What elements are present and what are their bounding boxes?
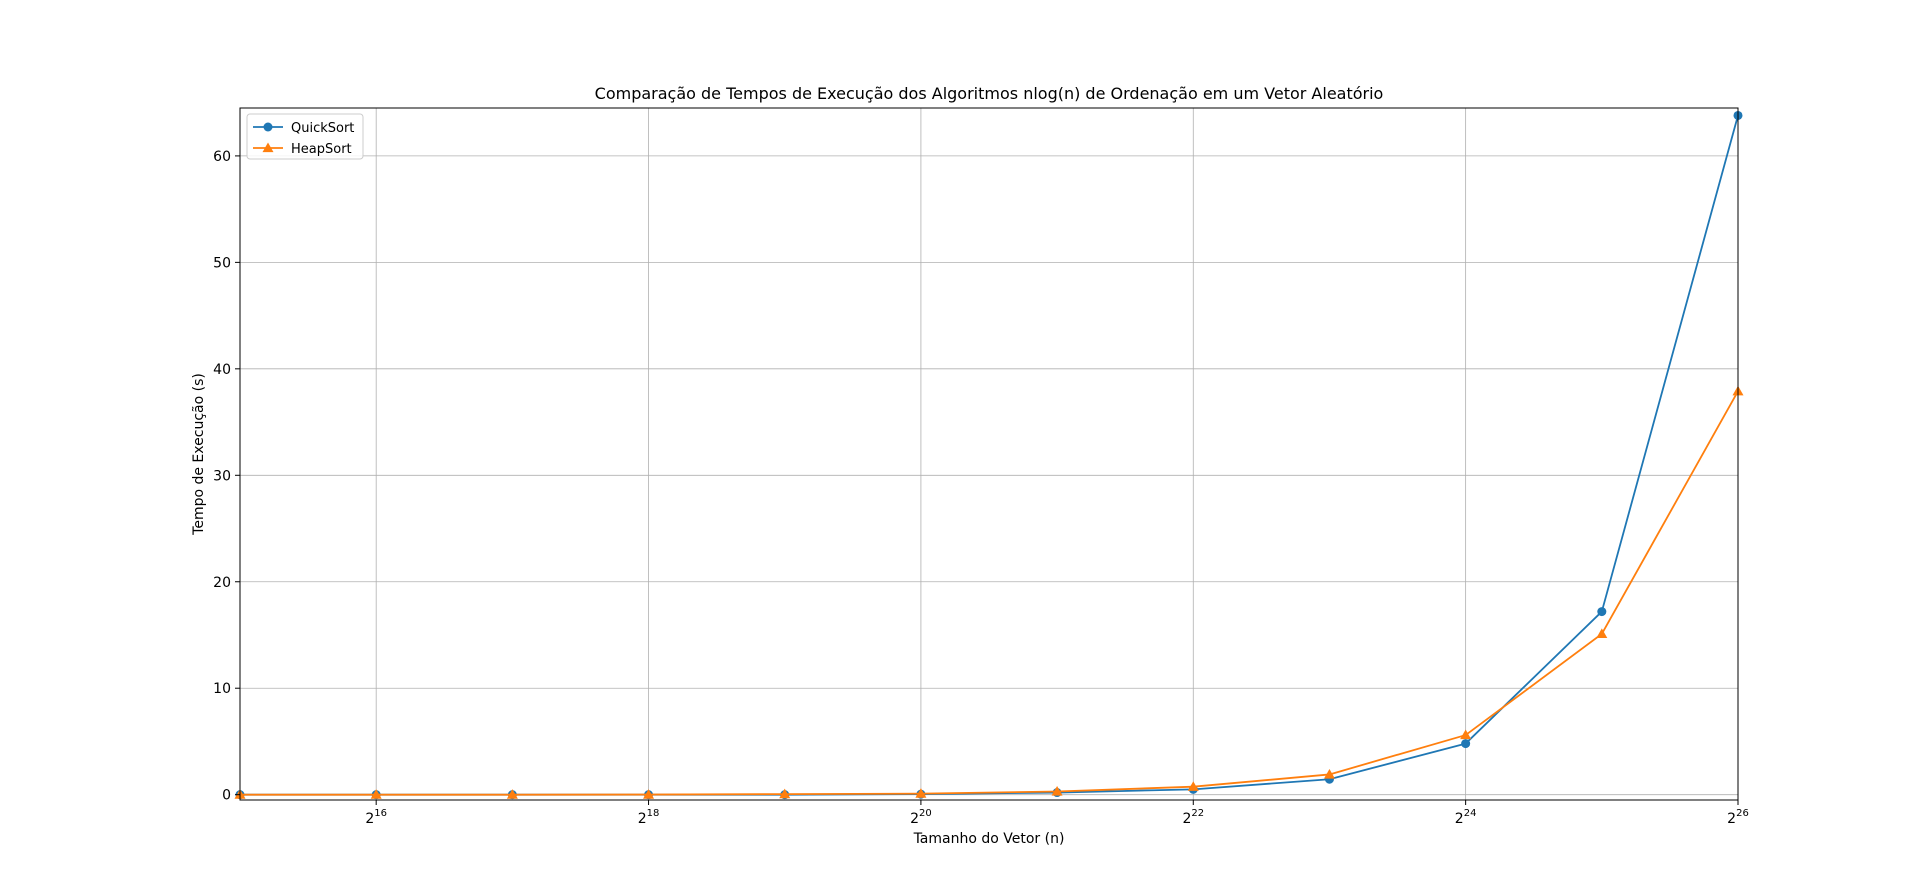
legend-heapsort-marker <box>262 142 274 153</box>
y-tick-label: 30 <box>213 468 231 484</box>
x-tick-label: 218 <box>638 808 660 827</box>
heapsort-point <box>1460 729 1472 740</box>
heapsort-point <box>779 788 791 799</box>
heapsort-point <box>1596 628 1608 639</box>
x-tick-base: 2 <box>1182 811 1191 827</box>
grid-lines <box>240 108 1739 800</box>
legend-quicksort-label: QuickSort <box>291 121 354 136</box>
x-tick-exponent: 16 <box>374 808 387 819</box>
x-tick-base: 2 <box>1727 811 1736 827</box>
heapsort-point <box>1187 781 1199 791</box>
chart-title: Comparação de Tempos de Execução dos Alg… <box>595 84 1384 103</box>
y-tick-label: 20 <box>213 575 231 591</box>
x-tick-label: 226 <box>1727 808 1749 827</box>
x-tick-label: 220 <box>910 808 932 827</box>
y-tick-label: 40 <box>213 362 231 378</box>
series-lines <box>234 110 1744 800</box>
x-tick-label: 222 <box>1182 808 1204 827</box>
y-tick-label: 0 <box>222 788 231 804</box>
quicksort-point <box>1597 607 1607 617</box>
heapsort-point <box>506 789 518 799</box>
legend-quicksort-marker <box>263 122 273 132</box>
heapsort-point <box>1323 768 1335 779</box>
legend-heapsort-label: HeapSort <box>291 142 352 157</box>
x-tick-base: 2 <box>638 811 647 827</box>
x-tick-exponent: 24 <box>1464 808 1477 819</box>
x-tick-label: 224 <box>1455 808 1477 827</box>
quicksort-point <box>1461 739 1471 749</box>
x-tick-base: 2 <box>910 811 919 827</box>
y-tick-label: 50 <box>213 255 231 271</box>
x-tick-exponent: 26 <box>1736 808 1749 819</box>
plot-frame <box>239 107 1739 801</box>
x-axis-label: Tamanho do Vetor (n) <box>913 831 1065 847</box>
x-tick-label: 216 <box>365 808 387 827</box>
heapsort-point <box>643 789 655 799</box>
x-tick-exponent: 20 <box>919 808 932 819</box>
y-tick-label: 10 <box>213 681 231 697</box>
legend: QuickSort HeapSort <box>246 113 364 160</box>
x-tick-base: 2 <box>1455 811 1464 827</box>
heapsort-point <box>915 788 927 798</box>
heapsort-line <box>240 390 1739 796</box>
x-tick-exponent: 22 <box>1191 808 1204 819</box>
x-tick-exponent: 18 <box>647 808 660 819</box>
x-tick-base: 2 <box>365 811 374 827</box>
y-tick-label: 60 <box>213 149 231 165</box>
y-axis-label: Tempo de Execução (s) <box>191 373 207 536</box>
heapsort-point <box>370 789 382 799</box>
heapsort-point <box>1051 785 1063 796</box>
